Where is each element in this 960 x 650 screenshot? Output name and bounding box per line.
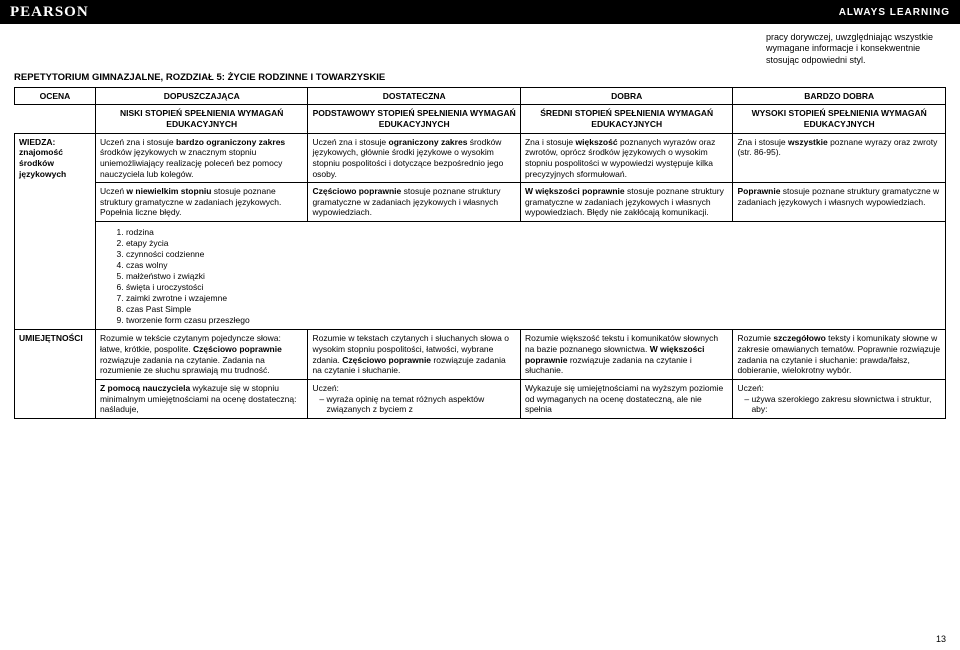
level-3: ŚREDNI STOPIEŃ SPEŁNIENIA WYMAGAŃ EDUKAC… bbox=[520, 105, 733, 133]
brand-logo: PEARSON bbox=[10, 4, 89, 21]
level-header-row: NISKI STOPIEŃ SPEŁNIENIA WYMAGAŃ EDUKACY… bbox=[15, 105, 946, 133]
page-number: 13 bbox=[936, 634, 946, 644]
knowledge-3: Zna i stosuje większość poznanych wyrazó… bbox=[520, 133, 733, 183]
topic-item: czynności codzienne bbox=[126, 249, 941, 260]
knowledge-row-2: Uczeń w niewielkim stopniu stosuje pozna… bbox=[15, 183, 946, 222]
skills2-4: Uczeń: używa szerokiego zakresu słownict… bbox=[733, 379, 946, 418]
empty-cell bbox=[15, 105, 96, 133]
grade-label: OCENA bbox=[15, 87, 96, 105]
topic-item: rodzina bbox=[126, 227, 941, 238]
skills-row-1: UMIEJĘTNOŚCI Rozumie w tekście czytanym … bbox=[15, 330, 946, 380]
knowledge-label: WIEDZA:znajomość środków językowych bbox=[15, 133, 96, 330]
page-header: PEARSON ALWAYS LEARNING bbox=[0, 0, 960, 24]
grade-3: DOBRA bbox=[520, 87, 733, 105]
topic-item: etapy życia bbox=[126, 238, 941, 249]
topics-list: rodzinaetapy życiaczynności codziennecza… bbox=[100, 227, 941, 326]
skills2-2: Uczeń: wyraża opinię na temat różnych as… bbox=[308, 379, 521, 418]
grade-2: DOSTATECZNA bbox=[308, 87, 521, 105]
continuation-text: pracy dorywczej, uwzględniając wszystkie… bbox=[766, 32, 946, 66]
grammar-2: Częściowo poprawnie stosuje poznane stru… bbox=[308, 183, 521, 222]
topic-item: tworzenie form czasu przeszłego bbox=[126, 315, 941, 326]
skills-2: Rozumie w tekstach czytanych i słuchanyc… bbox=[308, 330, 521, 380]
skills2-2-bullet: wyraża opinię na temat różnych aspektów … bbox=[326, 394, 516, 415]
skills-row-2: Z pomocą nauczyciela wykazuje się w stop… bbox=[15, 379, 946, 418]
skills2-1: Z pomocą nauczyciela wykazuje się w stop… bbox=[95, 379, 308, 418]
page-content: pracy dorywczej, uwzględniając wszystkie… bbox=[0, 24, 960, 419]
skills2-3: Wykazuje się umiejętnościami na wyższym … bbox=[520, 379, 733, 418]
grammar-1: Uczeń w niewielkim stopniu stosuje pozna… bbox=[95, 183, 308, 222]
rubric-table: OCENA DOPUSZCZAJĄCA DOSTATECZNA DOBRA BA… bbox=[14, 87, 946, 419]
skills-3: Rozumie większość tekstu i komunikatów s… bbox=[520, 330, 733, 380]
topic-item: zaimki zwrotne i wzajemne bbox=[126, 293, 941, 304]
skills2-4-lead: Uczeń: bbox=[737, 383, 763, 393]
topics-row: rodzinaetapy życiaczynności codziennecza… bbox=[15, 222, 946, 330]
level-4: WYSOKI STOPIEŃ SPEŁNIENIA WYMAGAŃ EDUKAC… bbox=[733, 105, 946, 133]
skills2-4-bullet: używa szerokiego zakresu słownictwa i st… bbox=[751, 394, 941, 415]
topic-item: czas Past Simple bbox=[126, 304, 941, 315]
grade-1: DOPUSZCZAJĄCA bbox=[95, 87, 308, 105]
topic-item: święta i uroczystości bbox=[126, 282, 941, 293]
skills-4: Rozumie szczegółowo teksty i komunikaty … bbox=[733, 330, 946, 380]
topics-cell: rodzinaetapy życiaczynności codziennecza… bbox=[95, 222, 945, 330]
knowledge-1: Uczeń zna i stosuje bardzo ograniczony z… bbox=[95, 133, 308, 183]
skills-1: Rozumie w tekście czytanym pojedyncze sł… bbox=[95, 330, 308, 380]
knowledge-row-1: WIEDZA:znajomość środków językowych Ucze… bbox=[15, 133, 946, 183]
grade-header-row: OCENA DOPUSZCZAJĄCA DOSTATECZNA DOBRA BA… bbox=[15, 87, 946, 105]
grammar-4: Poprawnie stosuje poznane struktury gram… bbox=[733, 183, 946, 222]
knowledge-2: Uczeń zna i stosuje ograniczony zakres ś… bbox=[308, 133, 521, 183]
skills-label: UMIEJĘTNOŚCI bbox=[15, 330, 96, 418]
level-1: NISKI STOPIEŃ SPEŁNIENIA WYMAGAŃ EDUKACY… bbox=[95, 105, 308, 133]
topic-item: małżeństwo i związki bbox=[126, 271, 941, 282]
level-2: PODSTAWOWY STOPIEŃ SPEŁNIENIA WYMAGAŃ ED… bbox=[308, 105, 521, 133]
tagline: ALWAYS LEARNING bbox=[839, 7, 950, 18]
section-title: REPETYTORIUM GIMNAZJALNE, ROZDZIAŁ 5: ŻY… bbox=[14, 72, 946, 83]
knowledge-4: Zna i stosuje wszystkie poznane wyrazy o… bbox=[733, 133, 946, 183]
grade-4: BARDZO DOBRA bbox=[733, 87, 946, 105]
grammar-3: W większości poprawnie stosuje poznane s… bbox=[520, 183, 733, 222]
topic-item: czas wolny bbox=[126, 260, 941, 271]
skills2-2-lead: Uczeń: bbox=[312, 383, 338, 393]
